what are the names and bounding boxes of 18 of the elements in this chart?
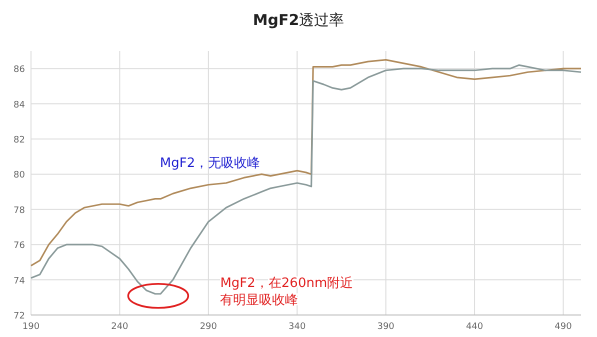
x-tick-label: 440 xyxy=(466,322,484,332)
x-tick-label: 190 xyxy=(22,322,40,332)
x-tick-label: 290 xyxy=(200,322,218,332)
annotation: MgF2，在260nm附近有明显吸收峰 xyxy=(220,276,354,308)
y-tick-label: 74 xyxy=(14,276,26,286)
x-tick-label: 490 xyxy=(554,322,572,332)
y-tick-label: 80 xyxy=(14,170,26,181)
y-tick-label: 76 xyxy=(14,241,26,252)
y-tick-label: 72 xyxy=(14,312,25,322)
x-tick-label: 340 xyxy=(288,322,306,332)
y-tick-label: 82 xyxy=(14,136,25,146)
y-tick-label: 78 xyxy=(14,206,26,216)
chart-title: MgF2透过率 xyxy=(252,11,344,29)
y-tick-label: 86 xyxy=(14,65,26,76)
x-tick-label: 390 xyxy=(377,322,395,332)
y-tick-label: 84 xyxy=(14,100,26,110)
x-tick-label: 240 xyxy=(111,322,129,332)
annotation: MgF2，无吸收峰 xyxy=(160,156,260,171)
